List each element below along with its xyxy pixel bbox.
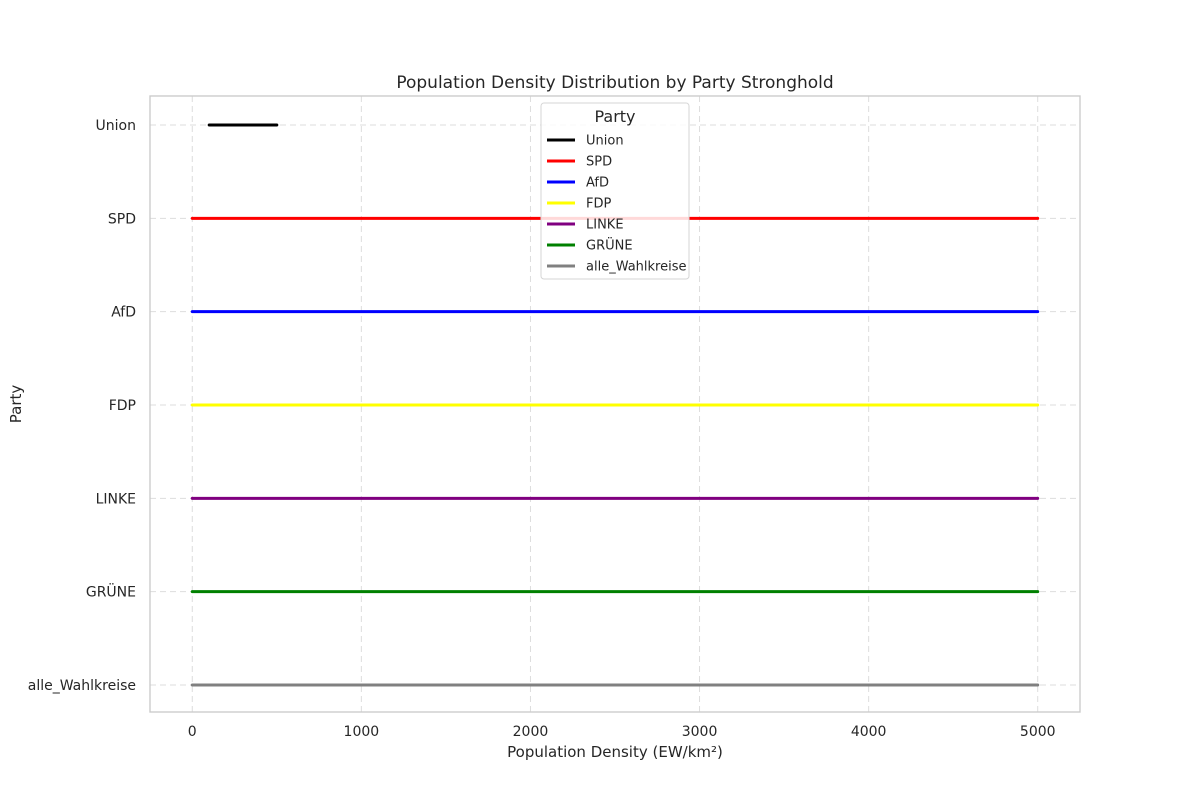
legend-label: GRÜNE [586,237,633,254]
legend: Party Union SPD AfD FDP LINKE GRÜNE alle_Wahlk… [540,102,690,280]
y-tick-label: LINKE [96,491,136,507]
chart-title: Population Density Distribution by Party… [396,73,833,93]
y-tick-label: Union [96,118,136,134]
legend-label: alle_Wahlkreise [586,260,687,275]
legend-label: SPD [586,155,612,170]
legend-box [540,102,690,280]
y-tick-label: SPD [108,211,136,227]
y-tick-label: AfD [111,305,136,321]
x-tick-label: 4000 [851,724,887,740]
y-axis-label: Party [7,385,25,424]
y-tick-label: FDP [109,398,136,414]
y-tick-labels: Union SPD AfD FDP LINKE GRÜNE alle_Wahlkreise [28,118,136,694]
x-tick-label: 2000 [513,724,549,740]
x-tick-label: 0 [188,724,197,740]
legend-label: FDP [586,197,611,212]
legend-title: Party [594,107,635,126]
x-tick-labels: 0 1000 2000 3000 4000 5000 [188,724,1056,740]
x-axis-label: Population Density (EW/km²) [507,743,723,761]
legend-label: LINKE [586,218,624,233]
x-tick-label: 1000 [344,724,380,740]
y-tick-label: alle_Wahlkreise [28,678,136,694]
legend-label: Union [586,134,624,149]
y-tick-label: GRÜNE [86,583,136,601]
x-tick-label: 5000 [1020,724,1056,740]
legend-label: AfD [586,176,609,191]
plot-frame [149,95,1081,713]
legend-items: Union SPD AfD FDP LINKE GRÜNE alle_Wahlkreise [547,134,687,275]
x-tick-label: 3000 [682,724,718,740]
